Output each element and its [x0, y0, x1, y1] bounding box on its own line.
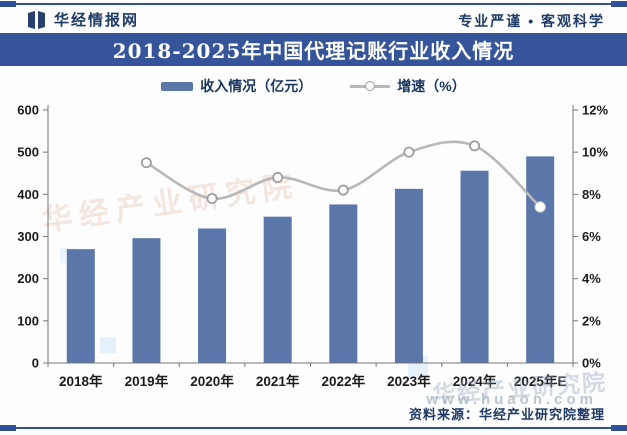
- page-title: 2018-2025年中国代理记账行业收入情况: [112, 39, 515, 63]
- x-axis-label: 2024年: [453, 373, 497, 389]
- right-axis-tick: 10%: [582, 145, 608, 160]
- legend-item-revenue: 收入情况（亿元）: [161, 76, 312, 96]
- x-axis-label: 2019年: [125, 373, 169, 389]
- chart-area: 600 500 400 300 200 100 0 12% 10% 8% 6% 4% 2% 0% 2018年…: [0, 98, 627, 398]
- legend-revenue-label: 收入情况（亿元）: [200, 78, 313, 94]
- revenue-bar: [132, 238, 161, 363]
- right-axis-tick: 6%: [582, 229, 601, 244]
- revenue-bar: [198, 228, 227, 363]
- x-axis-label: 2020年: [190, 373, 234, 389]
- title-bar: 2018-2025年中国代理记账行业收入情况: [0, 33, 627, 66]
- bar-swatch-icon: [161, 81, 194, 91]
- growth-marker: [337, 184, 349, 196]
- x-axis-label: 2018年: [59, 373, 103, 389]
- growth-marker: [534, 201, 546, 213]
- chart-svg: 600 500 400 300 200 100 0 12% 10% 8% 6% 4% 2% 0% 2018年…: [17, 103, 608, 390]
- site-name: 华经情报网: [54, 12, 140, 29]
- source-note: 资料来源：华经产业研究院整理: [408, 407, 605, 422]
- left-axis-tick: 400: [17, 187, 39, 202]
- x-axis-label: 2021年: [256, 373, 300, 389]
- revenue-bar: [329, 204, 358, 363]
- growth-marker: [206, 193, 218, 205]
- revenue-bar: [66, 249, 95, 363]
- bottom-rule: [0, 427, 627, 429]
- huajing-logo-icon: [28, 10, 45, 29]
- site-brand: 华经情报网: [27, 9, 139, 30]
- left-axis-tick: 600: [17, 103, 39, 118]
- right-axis-tick: 2%: [582, 313, 601, 328]
- growth-marker: [272, 172, 284, 183]
- left-axis-tick: 0: [32, 356, 39, 371]
- right-axis-tick: 4%: [582, 271, 601, 286]
- left-axis-tick: 200: [17, 271, 39, 286]
- revenue-bar: [394, 188, 423, 363]
- right-axis-tick: 12%: [582, 103, 608, 118]
- revenue-bar: [460, 170, 489, 363]
- growth-marker: [403, 146, 415, 158]
- left-axis-tick: 300: [17, 229, 39, 244]
- growth-marker: [469, 140, 481, 152]
- revenue-bar: [526, 156, 555, 363]
- right-axis-tick: 0%: [582, 356, 601, 371]
- top-rule: [0, 3, 627, 5]
- left-axis-tick: 500: [17, 145, 39, 160]
- x-axis-label: 2022年: [322, 373, 366, 389]
- x-axis-label: 2023年: [387, 373, 431, 389]
- left-axis-tick: 100: [17, 313, 39, 328]
- line-marker-swatch-icon: [350, 80, 391, 91]
- chart-legend: 收入情况（亿元） 增速（%）: [0, 76, 627, 96]
- header-slogan: 专业严谨 • 客观科学: [458, 13, 605, 29]
- x-axis-label: 2025年E: [514, 373, 567, 389]
- legend-item-growth: 增速（%）: [350, 76, 466, 96]
- right-axis-tick: 8%: [582, 187, 601, 202]
- growth-marker: [140, 157, 152, 169]
- legend-growth-label: 增速（%）: [397, 78, 466, 94]
- revenue-bar: [263, 216, 292, 363]
